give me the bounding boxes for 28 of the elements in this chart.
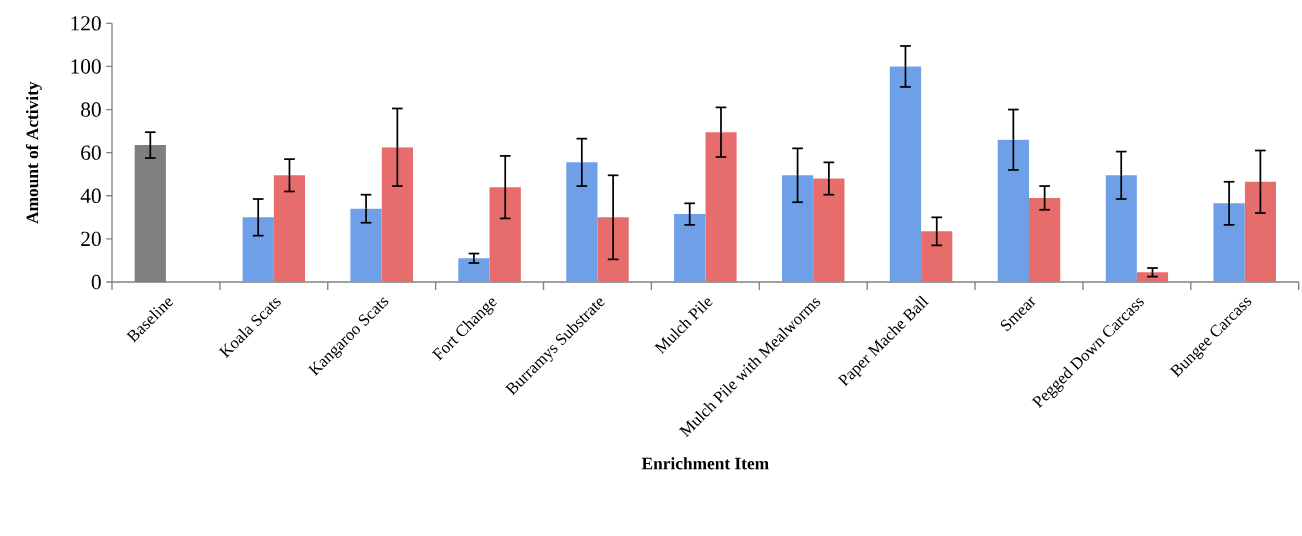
y-tick-label: 120: [71, 16, 101, 31]
bar: [242, 217, 274, 282]
bar: [489, 187, 521, 282]
y-tick-label: 0: [91, 274, 101, 290]
y-tick-label: 80: [81, 102, 101, 117]
bar: [273, 175, 306, 282]
bar: [458, 258, 490, 282]
bar: [1136, 272, 1169, 282]
bar: [705, 132, 737, 282]
bar: [997, 139, 1029, 282]
y-tick-label: 60: [81, 145, 101, 160]
bar: [1105, 175, 1137, 282]
bar: [1244, 181, 1277, 282]
y-tick-label: 40: [80, 188, 101, 203]
bar: [813, 178, 845, 282]
bar: [566, 162, 598, 282]
bar: [781, 175, 814, 282]
x-axis-title: Enrichment Item: [641, 457, 769, 470]
bar: [1213, 203, 1245, 282]
bar: [1028, 197, 1061, 282]
y-tick-label: 100: [71, 59, 101, 74]
y-axis-title: Amount of Activity: [25, 81, 42, 224]
y-tick-label: 20: [81, 231, 101, 247]
bar: [381, 147, 413, 282]
bar: [674, 214, 706, 282]
bar: [921, 231, 953, 282]
bar: [350, 208, 382, 282]
bar: [889, 66, 922, 282]
